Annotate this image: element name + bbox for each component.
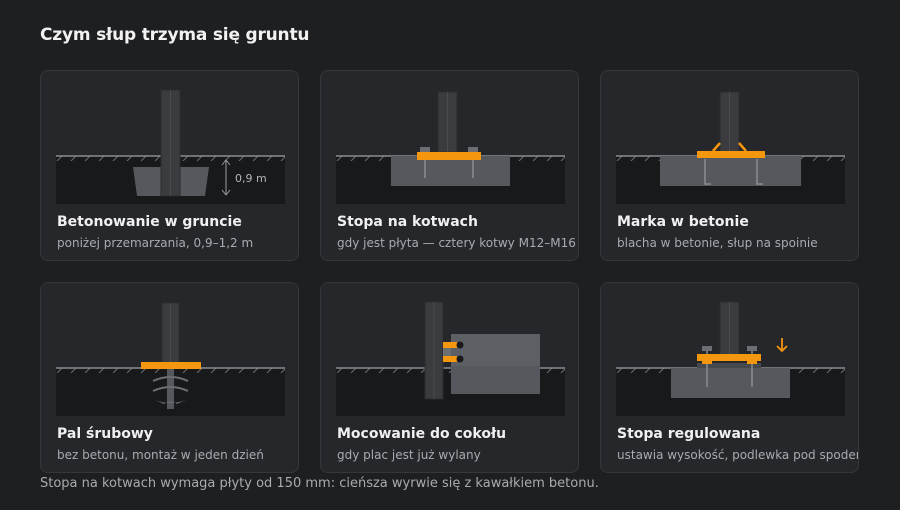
arrow-down-icon bbox=[776, 338, 788, 353]
plinth-side-mount-icon bbox=[336, 301, 565, 416]
card-plinth-mount: Mocowanie do cokołu gdy plac jest już wy… bbox=[320, 282, 579, 473]
post-in-concrete-icon: 0,9 m bbox=[56, 89, 285, 204]
card-concrete-in-ground: 0,9 m Betonowanie w gruncie poniżej prze… bbox=[40, 70, 299, 261]
adjustable-base-icon bbox=[616, 301, 845, 416]
card-title: Marka w betonie bbox=[617, 214, 749, 230]
foundation-methods-grid: 0,9 m Betonowanie w gruncie poniżej prze… bbox=[40, 70, 861, 474]
screw-pile-icon bbox=[56, 302, 285, 416]
card-adjustable-base: Stopa regulowana ustawia wysokość, podle… bbox=[600, 282, 859, 473]
footnote: Stopa na kotwach wymaga płyty od 150 mm:… bbox=[40, 476, 599, 491]
card-title: Stopa na kotwach bbox=[337, 214, 478, 230]
card-embedded-plate: Marka w betonie blacha w betonie, słup n… bbox=[600, 70, 859, 261]
card-title: Mocowanie do cokołu bbox=[337, 426, 507, 442]
depth-dimension-label: 0,9 m bbox=[235, 172, 267, 185]
card-title: Betonowanie w gruncie bbox=[57, 214, 242, 230]
card-subtitle: poniżej przemarzania, 0,9–1,2 m bbox=[57, 236, 254, 250]
card-title: Stopa regulowana bbox=[617, 426, 761, 442]
anchored-base-plate-icon bbox=[336, 91, 565, 204]
card-screw-pile: Pal śrubowy bez betonu, montaż w jeden d… bbox=[40, 282, 299, 473]
embedded-plate-icon bbox=[616, 91, 845, 204]
card-subtitle: bez betonu, montaż w jeden dzień bbox=[57, 448, 264, 462]
card-title: Pal śrubowy bbox=[57, 426, 153, 442]
card-subtitle: blacha w betonie, słup na spoinie bbox=[617, 236, 818, 250]
card-subtitle: gdy jest płyta — cztery kotwy M12–M16 bbox=[337, 236, 576, 250]
card-subtitle: gdy plac jest już wylany bbox=[337, 448, 481, 462]
card-subtitle: ustawia wysokość, podlewka pod spodem bbox=[617, 448, 859, 462]
card-anchored-base: Stopa na kotwach gdy jest płyta — cztery… bbox=[320, 70, 579, 261]
page-title: Czym słup trzyma się gruntu bbox=[40, 25, 310, 45]
